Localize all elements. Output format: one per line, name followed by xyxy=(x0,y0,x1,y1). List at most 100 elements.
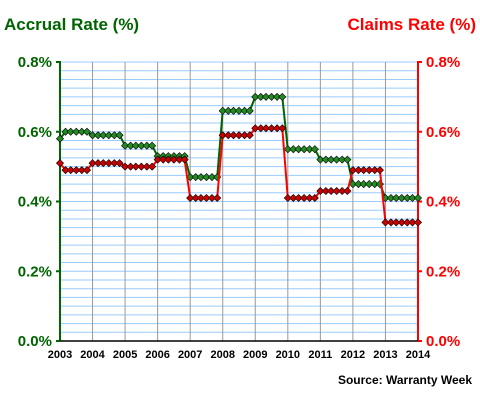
claims-point xyxy=(121,162,130,171)
left-y-tick-label: 0.0% xyxy=(18,333,52,350)
accrual-point xyxy=(202,173,211,182)
accrual-point xyxy=(229,106,238,115)
claims-point xyxy=(365,166,374,175)
accrual-point xyxy=(375,180,384,189)
claims-point xyxy=(218,131,227,140)
claims-point xyxy=(261,124,271,133)
accrual-point xyxy=(72,127,81,136)
accrual-point xyxy=(66,127,75,136)
accrual-point xyxy=(148,141,157,150)
accrual-point xyxy=(88,131,97,140)
claims-point xyxy=(316,187,325,196)
x-tick-label: 2004 xyxy=(80,349,105,361)
claims-point xyxy=(196,193,205,203)
claims-point xyxy=(381,218,390,227)
accrual-point xyxy=(359,180,368,189)
claims-point xyxy=(137,162,146,171)
claims-point xyxy=(82,166,92,175)
accrual-point xyxy=(245,106,254,115)
claims-point xyxy=(72,166,81,175)
x-tick-label: 2006 xyxy=(145,349,169,361)
accrual-point xyxy=(196,173,205,182)
claims-point xyxy=(413,218,423,227)
right-y-tick-label: 0.4% xyxy=(426,194,460,211)
accrual-point xyxy=(104,131,113,140)
claims-point xyxy=(148,162,157,171)
accrual-point xyxy=(82,127,92,136)
claims-point xyxy=(202,193,211,203)
accrual-point xyxy=(283,145,292,154)
claims-point xyxy=(180,155,189,164)
x-tick-label: 2010 xyxy=(276,349,300,361)
claims-point xyxy=(153,155,162,164)
claims-point xyxy=(392,218,401,227)
claims-point xyxy=(164,155,173,164)
left-y-tick-label: 0.4% xyxy=(18,194,52,211)
accrual-point xyxy=(316,155,325,164)
claims-point xyxy=(359,166,368,175)
right-y-tick-label: 0.8% xyxy=(426,54,460,71)
claims-point xyxy=(169,155,178,164)
claims-point xyxy=(229,131,238,140)
accrual-point xyxy=(121,141,130,150)
right-y-tick-label: 0.2% xyxy=(426,263,460,280)
source-note: Source: Warranty Week xyxy=(338,373,472,387)
claims-point xyxy=(99,159,108,168)
claims-point xyxy=(375,166,384,175)
claims-point xyxy=(213,193,222,203)
claims-point xyxy=(131,162,140,171)
claims-point xyxy=(251,124,260,133)
x-tick-label: 2005 xyxy=(113,349,137,361)
accrual-point xyxy=(267,92,276,101)
accrual-point xyxy=(115,131,124,140)
claims-point xyxy=(294,193,303,203)
x-tick-label: 2009 xyxy=(243,349,267,361)
x-tick-label: 2008 xyxy=(210,349,234,361)
accrual-point xyxy=(332,155,341,164)
claims-point xyxy=(115,159,124,168)
x-tick-label: 2014 xyxy=(406,349,431,361)
accrual-point xyxy=(392,193,401,203)
accrual-point xyxy=(137,141,146,150)
accrual-point xyxy=(278,92,287,101)
accrual-point xyxy=(99,131,108,140)
claims-point xyxy=(245,131,254,140)
claims-point xyxy=(397,218,406,227)
claims-point xyxy=(186,193,195,203)
claims-point xyxy=(408,218,417,227)
claims-point xyxy=(234,131,244,140)
claims-point xyxy=(300,193,309,203)
claims-point xyxy=(332,187,341,196)
x-tick-label: 2012 xyxy=(341,349,365,361)
x-tick-label: 2003 xyxy=(48,349,72,361)
claims-point xyxy=(343,187,352,196)
accrual-point xyxy=(218,106,227,115)
accrual-point xyxy=(310,145,319,154)
claims-point xyxy=(278,124,287,133)
accrual-point xyxy=(131,141,140,150)
accrual-point xyxy=(397,193,406,203)
x-tick-label: 2013 xyxy=(373,349,397,361)
series xyxy=(55,92,423,227)
accrual-point xyxy=(343,155,352,164)
right-y-tick-label: 0.0% xyxy=(426,333,460,350)
labels: 0.0% 0.0% 0.2% 0.2% 0.4% 0.4% 0.6% 0.6% 0.8% 0.8%… xyxy=(18,54,460,361)
x-tick-label: 2007 xyxy=(178,349,202,361)
accrual-point xyxy=(365,180,374,189)
accrual-point xyxy=(408,193,417,203)
accrual-point xyxy=(234,106,244,115)
left-y-tick-label: 0.6% xyxy=(18,124,52,141)
claims-point xyxy=(88,159,97,168)
claims-point xyxy=(267,124,276,133)
accrual-point xyxy=(300,145,309,154)
accrual-point xyxy=(261,92,271,101)
accrual-point xyxy=(55,134,65,143)
claims-point xyxy=(327,187,336,196)
claims-point xyxy=(348,166,357,175)
left-y-tick-label: 0.2% xyxy=(18,263,52,280)
claims-point xyxy=(310,193,319,203)
claims-point xyxy=(55,159,65,168)
left-y-tick-label: 0.8% xyxy=(18,54,52,71)
